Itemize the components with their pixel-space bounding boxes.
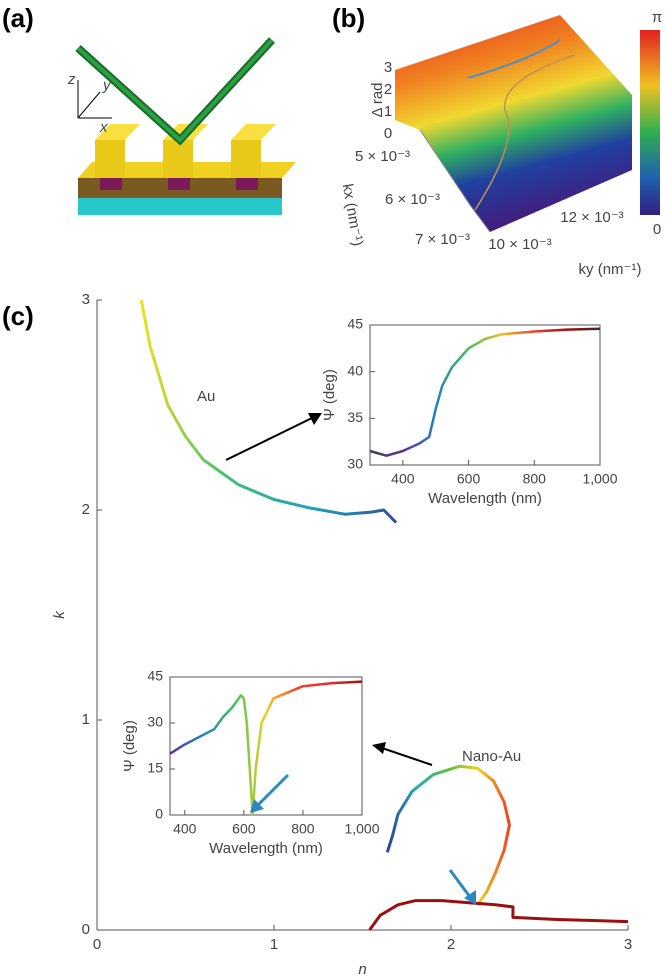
surface-plot [395, 15, 660, 233]
series-label: Nano-Au [462, 748, 521, 765]
y-tick-label: 0 [155, 806, 163, 822]
x-tick-label: 400 [173, 821, 197, 837]
tick-label: 7 × 10⁻³ [415, 231, 470, 248]
y-tick-label: 30 [347, 456, 363, 472]
axis-label: kx (nm⁻¹) [339, 182, 367, 247]
x-tick-label: 800 [291, 821, 315, 837]
tick-label: 1 [384, 103, 392, 120]
x-tick-label: 2 [447, 936, 455, 953]
y-axis-label: Ψ (deg) [321, 369, 338, 421]
y-tick-label: 1 [82, 711, 90, 728]
y-tick-label: 15 [147, 760, 163, 776]
x-tick-label: 800 [523, 471, 547, 487]
colorbar-label: π [652, 9, 662, 26]
panel-label: (a) [2, 3, 34, 33]
series-line [169, 680, 363, 817]
axis-label: ky (nm⁻¹) [579, 261, 642, 278]
series-line [368, 899, 629, 931]
series-line [139, 299, 398, 524]
x-tick-label: 0 [93, 936, 101, 953]
axis-label: y [102, 77, 112, 94]
schematic [75, 37, 296, 215]
y-tick-label: 30 [147, 714, 163, 730]
y-tick-label: 40 [347, 362, 363, 378]
panel-label: (c) [2, 301, 34, 331]
colorbar-label: 0 [653, 221, 661, 238]
axis-label: z [67, 71, 76, 88]
arrows [225, 413, 476, 905]
y-tick-label: 0 [82, 921, 90, 938]
tick-label: 10 × 10⁻³ [488, 236, 551, 253]
y-axis-label: Ψ (deg) [121, 720, 138, 772]
y-tick-label: 35 [347, 409, 363, 425]
y-tick-label: 45 [347, 316, 363, 332]
x-tick-label: 1,000 [582, 471, 617, 487]
y-tick-label: 3 [82, 291, 90, 308]
x-tick-label: 600 [457, 471, 481, 487]
x-tick-label: 600 [232, 821, 256, 837]
y-axis-label: k [51, 610, 68, 619]
tick-label: 0 [384, 125, 392, 142]
tick-label: 3 [384, 59, 392, 76]
x-axis-label: Wavelength (nm) [209, 840, 323, 857]
series-label: Au [197, 388, 215, 405]
x-tick-label: 3 [624, 936, 632, 953]
tick-label: 5 × 10⁻³ [355, 148, 410, 165]
plot-frame [369, 324, 601, 466]
y-tick-label: 45 [147, 668, 163, 684]
x-axis-label: Wavelength (nm) [428, 490, 542, 507]
axis-label: Δ rad [369, 82, 386, 117]
axis-label: x [99, 119, 108, 136]
y-tick-label: 2 [82, 501, 90, 518]
panel-label: (b) [332, 3, 365, 33]
x-tick-label: 1,000 [344, 821, 379, 837]
plot-frame [169, 676, 363, 816]
x-tick-label: 1 [270, 936, 278, 953]
series-line [385, 764, 511, 906]
series-line [369, 327, 601, 457]
tick-label: 2 [384, 81, 392, 98]
tick-label: 12 × 10⁻³ [560, 209, 623, 226]
x-tick-label: 400 [391, 471, 415, 487]
x-axis-label: n [358, 961, 366, 978]
tick-label: 6 × 10⁻³ [385, 191, 440, 208]
